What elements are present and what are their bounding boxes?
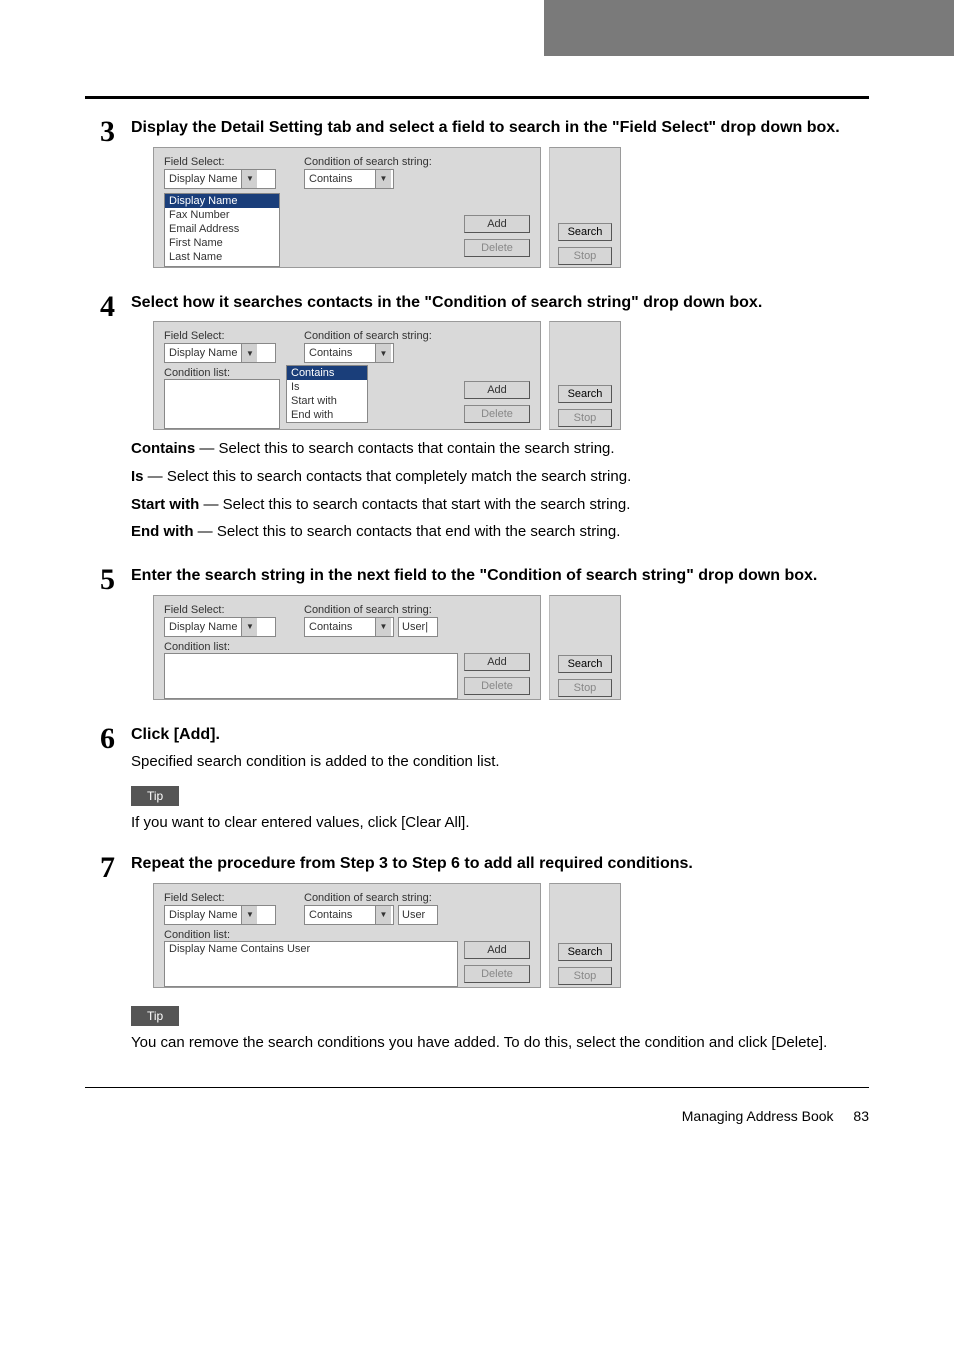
delete-button[interactable]: Delete [464,405,530,423]
chevron-down-icon: ▼ [241,906,257,924]
field-select-combo[interactable]: Display Name ▼ [164,169,276,189]
condition-list-label: Condition list: [164,367,230,379]
chevron-down-icon: ▼ [241,618,257,636]
footer-section: Managing Address Book [682,1108,834,1124]
page-footer: Managing Address Book 83 [85,1108,869,1124]
page-header [0,0,954,56]
field-select-label: Field Select: [164,330,276,342]
step-number: 6 [85,724,115,838]
step-title: Display the Detail Setting tab and selec… [131,117,869,139]
bottom-rule [85,1087,869,1088]
condition-descriptions: Contains — Select this to search contact… [131,438,869,543]
condition-list[interactable] [164,653,458,699]
condition-list-label: Condition list: [164,641,230,653]
step-number: 3 [85,117,115,276]
condition-dropdown-list[interactable]: Contains Is Start with End with [286,365,368,423]
step-number: 4 [85,292,115,550]
condition-combo[interactable]: Contains ▼ [304,343,394,363]
stop-button[interactable]: Stop [558,679,612,697]
page-content: 3 Display the Detail Setting tab and sel… [0,96,954,1164]
search-button[interactable]: Search [558,655,612,673]
list-item[interactable]: First Name [165,236,279,250]
field-select-combo[interactable]: Display Name ▼ [164,617,276,637]
list-item[interactable]: Email Address [165,222,279,236]
step-body-text: Specified search condition is added to t… [131,753,869,770]
condition-label: Condition of search string: [304,156,432,168]
condition-list[interactable] [164,379,280,429]
footer-page-number: 83 [853,1108,869,1124]
field-select-dropdown-list[interactable]: Display Name Fax Number Email Address Fi… [164,193,280,267]
header-grey-block [544,0,954,56]
condition-combo[interactable]: Contains ▼ [304,905,394,925]
list-item[interactable]: Fax Number [165,208,279,222]
field-select-combo[interactable]: Display Name ▼ [164,905,276,925]
step-7: 7 Repeat the procedure from Step 3 to St… [85,853,869,1057]
step-title: Click [Add]. [131,724,869,746]
add-button[interactable]: Add [464,381,530,399]
tip-body: If you want to clear entered values, cli… [131,814,869,831]
chevron-down-icon: ▼ [375,170,391,188]
stop-button[interactable]: Stop [558,409,612,427]
step-number: 5 [85,565,115,708]
search-string-input[interactable]: User| [398,617,438,637]
step-title: Repeat the procedure from Step 3 to Step… [131,853,869,875]
step-5: 5 Enter the search string in the next fi… [85,565,869,708]
tip-label: Tip [131,786,179,806]
search-button[interactable]: Search [558,943,612,961]
chevron-down-icon: ▼ [375,906,391,924]
condition-combo[interactable]: Contains ▼ [304,617,394,637]
chevron-down-icon: ▼ [375,618,391,636]
list-item[interactable]: Contains [287,366,367,380]
screenshot-step5: Field Select: Display Name ▼ Condition o… [153,595,869,700]
top-rule [85,96,869,99]
chevron-down-icon: ▼ [375,344,391,362]
condition-label: Condition of search string: [304,604,438,616]
list-item[interactable]: Is [287,380,367,394]
field-select-label: Field Select: [164,604,276,616]
tip-body: You can remove the search conditions you… [131,1034,869,1051]
add-button[interactable]: Add [464,215,530,233]
tip-label: Tip [131,1006,179,1026]
delete-button[interactable]: Delete [464,677,530,695]
list-item[interactable]: Display Name [165,194,279,208]
add-button[interactable]: Add [464,653,530,671]
condition-list-label: Condition list: [164,929,230,941]
field-select-combo[interactable]: Display Name ▼ [164,343,276,363]
step-number: 7 [85,853,115,1057]
stop-button[interactable]: Stop [558,247,612,265]
chevron-down-icon: ▼ [241,170,257,188]
list-item[interactable]: Display Name Contains User [165,942,457,956]
screenshot-step7: Field Select: Display Name ▼ Condition o… [153,883,869,988]
delete-button[interactable]: Delete [464,965,530,983]
condition-list[interactable]: Display Name Contains User [164,941,458,987]
field-select-label: Field Select: [164,892,276,904]
step-title: Select how it searches contacts in the "… [131,292,869,314]
step-3: 3 Display the Detail Setting tab and sel… [85,117,869,276]
field-select-label: Field Select: [164,156,276,168]
search-string-input[interactable]: User [398,905,438,925]
list-item[interactable]: End with [287,408,367,422]
stop-button[interactable]: Stop [558,967,612,985]
condition-label: Condition of search string: [304,892,438,904]
step-title: Enter the search string in the next fiel… [131,565,869,587]
condition-combo[interactable]: Contains ▼ [304,169,394,189]
step-6: 6 Click [Add]. Specified search conditio… [85,724,869,838]
step-4: 4 Select how it searches contacts in the… [85,292,869,550]
screenshot-step3: Field Select: Display Name ▼ Condition o… [153,147,869,268]
condition-label: Condition of search string: [304,330,432,342]
search-button[interactable]: Search [558,385,612,403]
screenshot-step4: Field Select: Display Name ▼ Condition o… [153,321,869,430]
list-item[interactable]: Last Name [165,250,279,264]
list-item[interactable]: Start with [287,394,367,408]
search-button[interactable]: Search [558,223,612,241]
delete-button[interactable]: Delete [464,239,530,257]
chevron-down-icon: ▼ [241,344,257,362]
add-button[interactable]: Add [464,941,530,959]
